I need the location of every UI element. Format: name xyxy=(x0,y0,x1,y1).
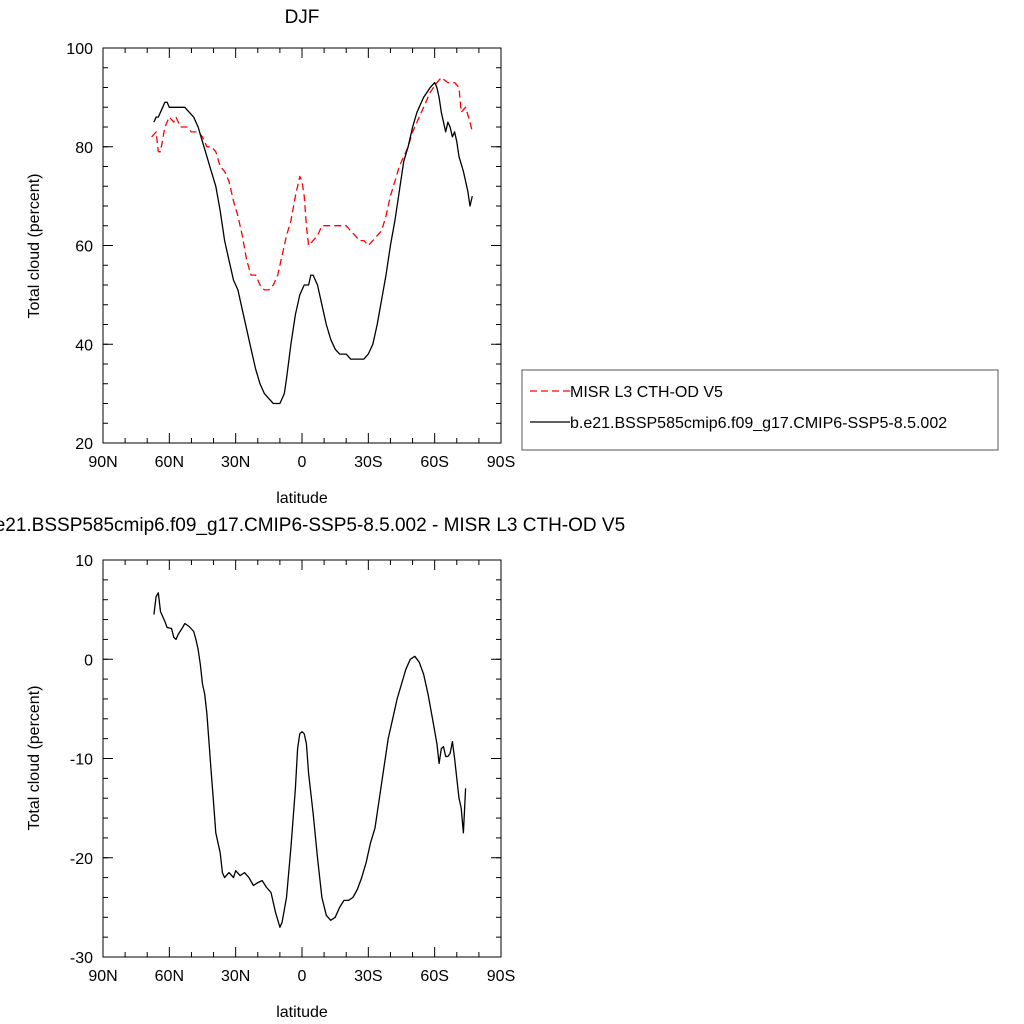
legend-label-model: b.e21.BSSP585cmip6.f09_g17.CMIP6-SSP5-8.… xyxy=(570,415,947,432)
bottom-x-tick-label: 60S xyxy=(420,968,448,985)
top-plot-frame xyxy=(102,47,502,444)
top-y-tick-label: 20 xyxy=(75,436,93,453)
top-chart-title: DJF xyxy=(285,7,320,28)
bottom-y-tick-label: 0 xyxy=(84,652,93,669)
top-y-axis-label: Total cloud (percent) xyxy=(26,174,43,319)
top-series-group xyxy=(151,76,473,405)
bottom-y-tick-label: -20 xyxy=(70,851,93,868)
top-y-tick-labels: 20 40 60 80 100 xyxy=(66,41,93,453)
bottom-y-tick-label: 10 xyxy=(75,553,93,570)
bottom-series-group xyxy=(153,592,467,928)
top-panel: DJF 90N 60N 30N 0 30S 60S 90S 20 40 60 80 100 lati… xyxy=(26,7,515,507)
bottom-x-tick-labels: 90N 60N 30N 0 30S 60S 90S xyxy=(88,968,515,985)
top-y-tick-label: 100 xyxy=(66,41,93,58)
top-y-tick-label: 40 xyxy=(75,337,93,354)
top-series-line-0 xyxy=(151,76,473,291)
bottom-axes-ticks xyxy=(102,559,502,958)
bottom-x-tick-label: 0 xyxy=(298,968,307,985)
bottom-panel: b.e21.BSSP585cmip6.f09_g17.CMIP6-SSP5-8.… xyxy=(0,515,625,1021)
bottom-y-axis-label: Total cloud (percent) xyxy=(26,686,43,831)
top-x-axis-label: latitude xyxy=(276,490,328,507)
bottom-y-tick-labels: -30 -20 -10 0 10 xyxy=(70,553,93,967)
bottom-y-tick-label: -30 xyxy=(70,950,93,967)
bottom-plot-frame xyxy=(102,559,502,958)
top-x-tick-label: 90S xyxy=(487,454,515,471)
bottom-x-tick-label: 30N xyxy=(221,968,250,985)
bottom-x-tick-label: 60N xyxy=(155,968,184,985)
bottom-x-tick-label: 90S xyxy=(487,968,515,985)
legend-box xyxy=(521,369,999,451)
top-x-tick-label: 90N xyxy=(88,454,117,471)
bottom-x-tick-label: 30S xyxy=(354,968,382,985)
bottom-x-axis-label: latitude xyxy=(276,1004,328,1021)
top-series-line-1 xyxy=(153,81,473,405)
top-x-tick-labels: 90N 60N 30N 0 30S 60S 90S xyxy=(88,454,515,471)
bottom-y-tick-label: -10 xyxy=(70,752,93,769)
top-x-tick-label: 60N xyxy=(155,454,184,471)
legend-label-misr: MISR L3 CTH-OD V5 xyxy=(570,384,723,401)
top-x-tick-label: 30S xyxy=(354,454,382,471)
top-x-tick-label: 60S xyxy=(420,454,448,471)
top-y-tick-label: 80 xyxy=(75,140,93,157)
bottom-series-line-0 xyxy=(153,592,467,928)
legend: MISR L3 CTH-OD V5 b.e21.BSSP585cmip6.f09… xyxy=(521,369,999,451)
top-y-tick-label: 60 xyxy=(75,239,93,256)
top-x-tick-label: 30N xyxy=(221,454,250,471)
top-x-tick-label: 0 xyxy=(298,454,307,471)
bottom-chart-title: b.e21.BSSP585cmip6.f09_g17.CMIP6-SSP5-8.… xyxy=(0,515,625,536)
bottom-x-tick-label: 90N xyxy=(88,968,117,985)
